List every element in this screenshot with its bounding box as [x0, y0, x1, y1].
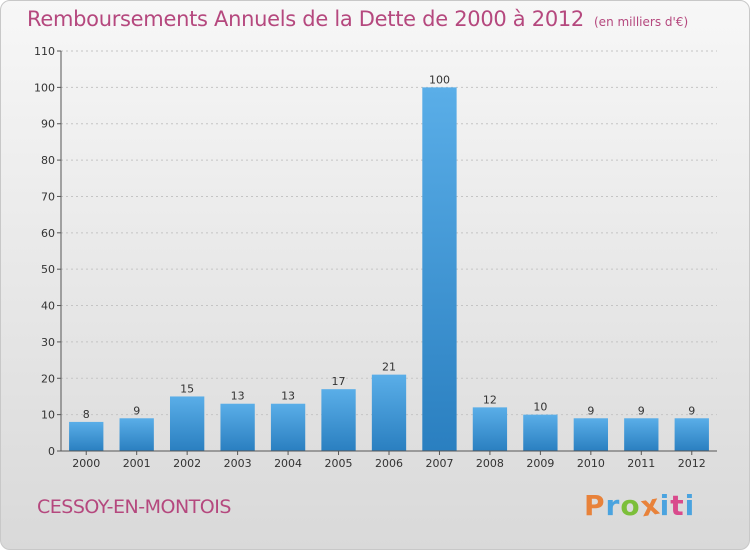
- x-tick-label: 2004: [274, 457, 302, 470]
- brand-letter: o: [620, 489, 641, 522]
- bar: [119, 418, 154, 451]
- chart-title: Remboursements Annuels de la Dette de 20…: [27, 7, 688, 31]
- bar-value-label: 9: [587, 404, 594, 417]
- bar-value-label: 10: [533, 401, 547, 414]
- proxiti-logo: Proxiti: [584, 488, 696, 524]
- x-tick-label: 2010: [577, 457, 605, 470]
- bar-value-label: 13: [281, 390, 295, 403]
- bars: 8 9 15 13 13 17 21 100 12 10 9 9 9: [69, 73, 709, 451]
- bar-value-label: 12: [483, 393, 497, 406]
- bar: [371, 374, 407, 451]
- x-tick-label: 2008: [476, 457, 504, 470]
- y-tick-label: 80: [41, 154, 55, 167]
- y-tick-label: 70: [41, 190, 55, 203]
- bar-value-label: 9: [688, 404, 695, 417]
- x-tick-label: 2011: [627, 457, 655, 470]
- y-tick-label: 90: [41, 118, 55, 131]
- bar: [270, 403, 306, 451]
- x-tick-label: 2006: [375, 457, 403, 470]
- x-axis: 2000 2001 2002 2003 2004 2005 2006 2007 2008 2009…: [61, 450, 717, 470]
- brand-letter: P: [584, 489, 606, 522]
- bar: [422, 87, 457, 451]
- bar-value-label: 17: [332, 375, 346, 388]
- bar: [472, 407, 508, 451]
- x-tick-label: 2000: [72, 457, 100, 470]
- bar: [523, 414, 558, 451]
- city-name: CESSOY-EN-MONTOIS: [37, 496, 231, 518]
- chart-unit-note: (en milliers d'€): [594, 15, 689, 29]
- y-tick-label: 60: [41, 227, 55, 240]
- brand-letter: t: [670, 489, 685, 522]
- brand-letter: i: [659, 489, 671, 522]
- x-tick-label: 2005: [325, 457, 353, 470]
- bar-value-label: 13: [231, 390, 245, 403]
- bar-value-label: 100: [429, 73, 450, 86]
- x-tick-label: 2002: [173, 457, 201, 470]
- bar: [674, 418, 709, 451]
- bar: [169, 396, 205, 451]
- y-tick-label: 50: [41, 263, 55, 276]
- bar-value-label: 9: [133, 404, 140, 417]
- bar: [321, 389, 356, 451]
- x-tick-label: 2003: [224, 457, 252, 470]
- x-tick-label: 2001: [123, 457, 151, 470]
- bar: [220, 403, 255, 451]
- bar-value-label: 15: [180, 382, 194, 395]
- x-tick-label: 2009: [526, 457, 554, 470]
- y-tick-label: 20: [41, 372, 55, 385]
- chart-title-text: Remboursements Annuels de la Dette de 20…: [27, 7, 584, 31]
- y-tick-label: 40: [41, 300, 55, 313]
- y-tick-label: 100: [34, 81, 55, 94]
- bar: [69, 421, 104, 451]
- bar-value-label: 8: [83, 408, 90, 421]
- bar: [624, 418, 659, 451]
- y-axis: 0 10 20 30 40 50 60 70 80 90 100 110: [34, 45, 62, 458]
- x-tick-label: 2012: [678, 457, 706, 470]
- brand-letter: i: [684, 489, 696, 522]
- y-tick-label: 0: [48, 445, 55, 458]
- brand-letter: r: [605, 489, 621, 522]
- x-tick-label: 2007: [425, 457, 453, 470]
- y-tick-label: 30: [41, 336, 55, 349]
- y-tick-label: 10: [41, 409, 55, 422]
- bar: [573, 418, 609, 451]
- bar-value-label: 9: [638, 404, 645, 417]
- y-tick-label: 110: [34, 45, 55, 58]
- bar-value-label: 21: [382, 361, 396, 374]
